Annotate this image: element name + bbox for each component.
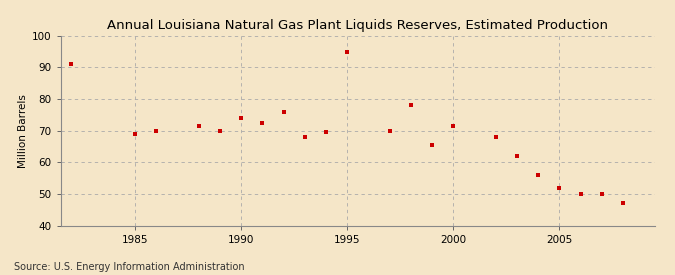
Point [342, 50, 352, 54]
Point [448, 124, 458, 128]
Text: Source: U.S. Energy Information Administration: Source: U.S. Energy Information Administ… [14, 262, 244, 272]
Point [193, 124, 204, 128]
Point [236, 116, 246, 120]
Title: Annual Louisiana Natural Gas Plant Liquids Reserves, Estimated Production: Annual Louisiana Natural Gas Plant Liqui… [107, 19, 608, 32]
Point [406, 103, 416, 108]
Point [299, 135, 310, 139]
Point [130, 131, 140, 136]
Point [533, 173, 543, 177]
Point [512, 154, 522, 158]
Y-axis label: Million Barrels: Million Barrels [18, 94, 28, 167]
Point [66, 62, 77, 66]
Point [554, 185, 565, 190]
Point [257, 120, 268, 125]
Point [490, 135, 501, 139]
Point [427, 143, 437, 147]
Point [278, 109, 289, 114]
Point [596, 192, 607, 196]
Point [618, 201, 628, 205]
Point [151, 128, 161, 133]
Point [575, 192, 586, 196]
Point [215, 128, 225, 133]
Point [321, 130, 331, 134]
Point [384, 128, 395, 133]
